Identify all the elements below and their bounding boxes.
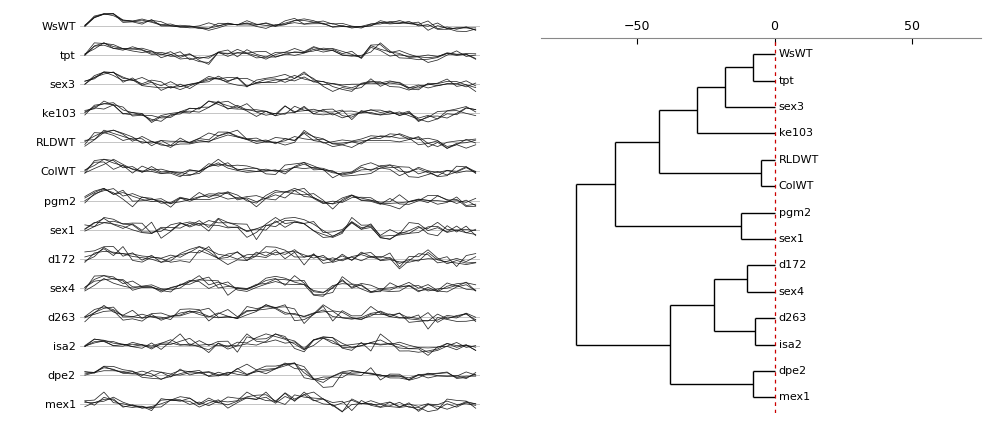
Text: ke103: ke103 bbox=[779, 128, 813, 138]
Text: pgm2: pgm2 bbox=[779, 207, 811, 218]
Text: mex1: mex1 bbox=[779, 392, 810, 403]
Text: sex3: sex3 bbox=[779, 102, 805, 112]
Text: sex1: sex1 bbox=[779, 234, 805, 244]
Text: sex4: sex4 bbox=[779, 287, 805, 297]
Text: d172: d172 bbox=[779, 260, 807, 271]
Text: ColWT: ColWT bbox=[779, 181, 814, 191]
Text: d263: d263 bbox=[779, 313, 807, 323]
Text: WsWT: WsWT bbox=[779, 49, 813, 59]
Text: isa2: isa2 bbox=[779, 340, 802, 350]
Text: dpe2: dpe2 bbox=[779, 366, 807, 376]
Text: RLDWT: RLDWT bbox=[779, 155, 819, 165]
Text: tpt: tpt bbox=[779, 75, 795, 86]
